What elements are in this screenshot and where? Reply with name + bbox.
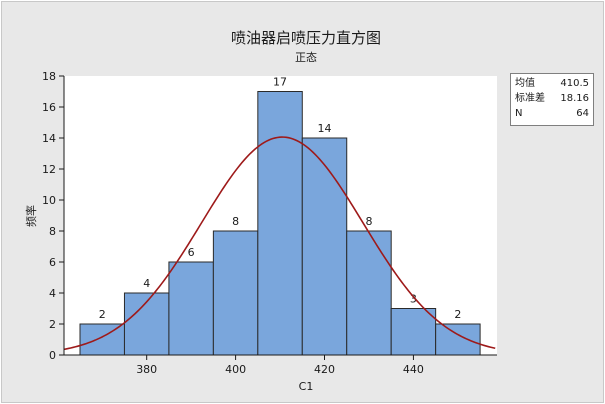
x-axis-ticks: 380 400 420 440 <box>136 355 424 376</box>
x-tick-label: 420 <box>314 363 335 376</box>
bar-value-label: 6 <box>188 246 195 259</box>
legend-stat-label: N <box>515 108 523 119</box>
legend-row: 均值 410.5 <box>515 76 589 91</box>
y-tick-label: 6 <box>49 256 56 269</box>
stats-legend: 均值 410.5 标准差 18.16 N 64 <box>510 73 594 126</box>
bar-value-label: 14 <box>318 122 332 135</box>
histogram-bar <box>257 91 303 356</box>
histogram-bar <box>123 292 170 356</box>
histogram-bar <box>212 230 259 356</box>
chart-subtitle: 正态 <box>295 51 317 64</box>
legend-stat-value: 410.5 <box>560 78 589 89</box>
chart-title: 喷油器启喷压力直方图 <box>231 29 381 47</box>
x-tick-label: 440 <box>403 363 424 376</box>
y-tick-label: 8 <box>49 225 56 238</box>
x-tick-label: 380 <box>136 363 157 376</box>
y-axis-label: 频率 <box>24 205 38 227</box>
y-tick-label: 18 <box>42 70 56 83</box>
x-axis-label: C1 <box>299 380 314 393</box>
bar-value-label: 3 <box>410 293 417 306</box>
bar-value-label: 8 <box>365 215 372 228</box>
legend-stat-value: 64 <box>576 108 589 119</box>
histogram-bar <box>168 261 214 356</box>
histogram-bar <box>435 323 481 356</box>
bar-value-label: 2 <box>99 308 106 321</box>
legend-stat-value: 18.16 <box>560 93 589 104</box>
y-tick-label: 16 <box>42 101 56 114</box>
legend-row: 标准差 18.16 <box>515 91 589 106</box>
histogram-bar <box>346 230 392 356</box>
normal-fit-curve <box>63 136 496 351</box>
histogram-bar <box>79 323 125 356</box>
y-tick-label: 4 <box>49 287 56 300</box>
bars <box>79 91 481 356</box>
bar-value-label: 2 <box>454 308 461 321</box>
x-tick-label: 400 <box>225 363 246 376</box>
bar-data-labels: 2 4 6 8 17 14 8 3 2 <box>99 76 462 322</box>
histogram-bar <box>390 308 437 356</box>
bar-value-label: 17 <box>273 76 287 89</box>
y-tick-label: 0 <box>49 349 56 362</box>
y-tick-label: 14 <box>42 132 56 145</box>
y-tick-label: 12 <box>42 163 56 176</box>
y-tick-label: 2 <box>49 318 56 331</box>
y-tick-label: 10 <box>42 194 56 207</box>
bar-value-label: 8 <box>232 215 239 228</box>
legend-row: N 64 <box>515 106 589 121</box>
legend-stat-label: 均值 <box>515 78 535 89</box>
bar-value-label: 4 <box>143 277 150 290</box>
legend-stat-label: 标准差 <box>515 93 545 104</box>
histogram-bar <box>301 137 348 356</box>
y-axis-ticks: 0 2 4 6 8 10 12 14 16 18 <box>42 70 64 362</box>
